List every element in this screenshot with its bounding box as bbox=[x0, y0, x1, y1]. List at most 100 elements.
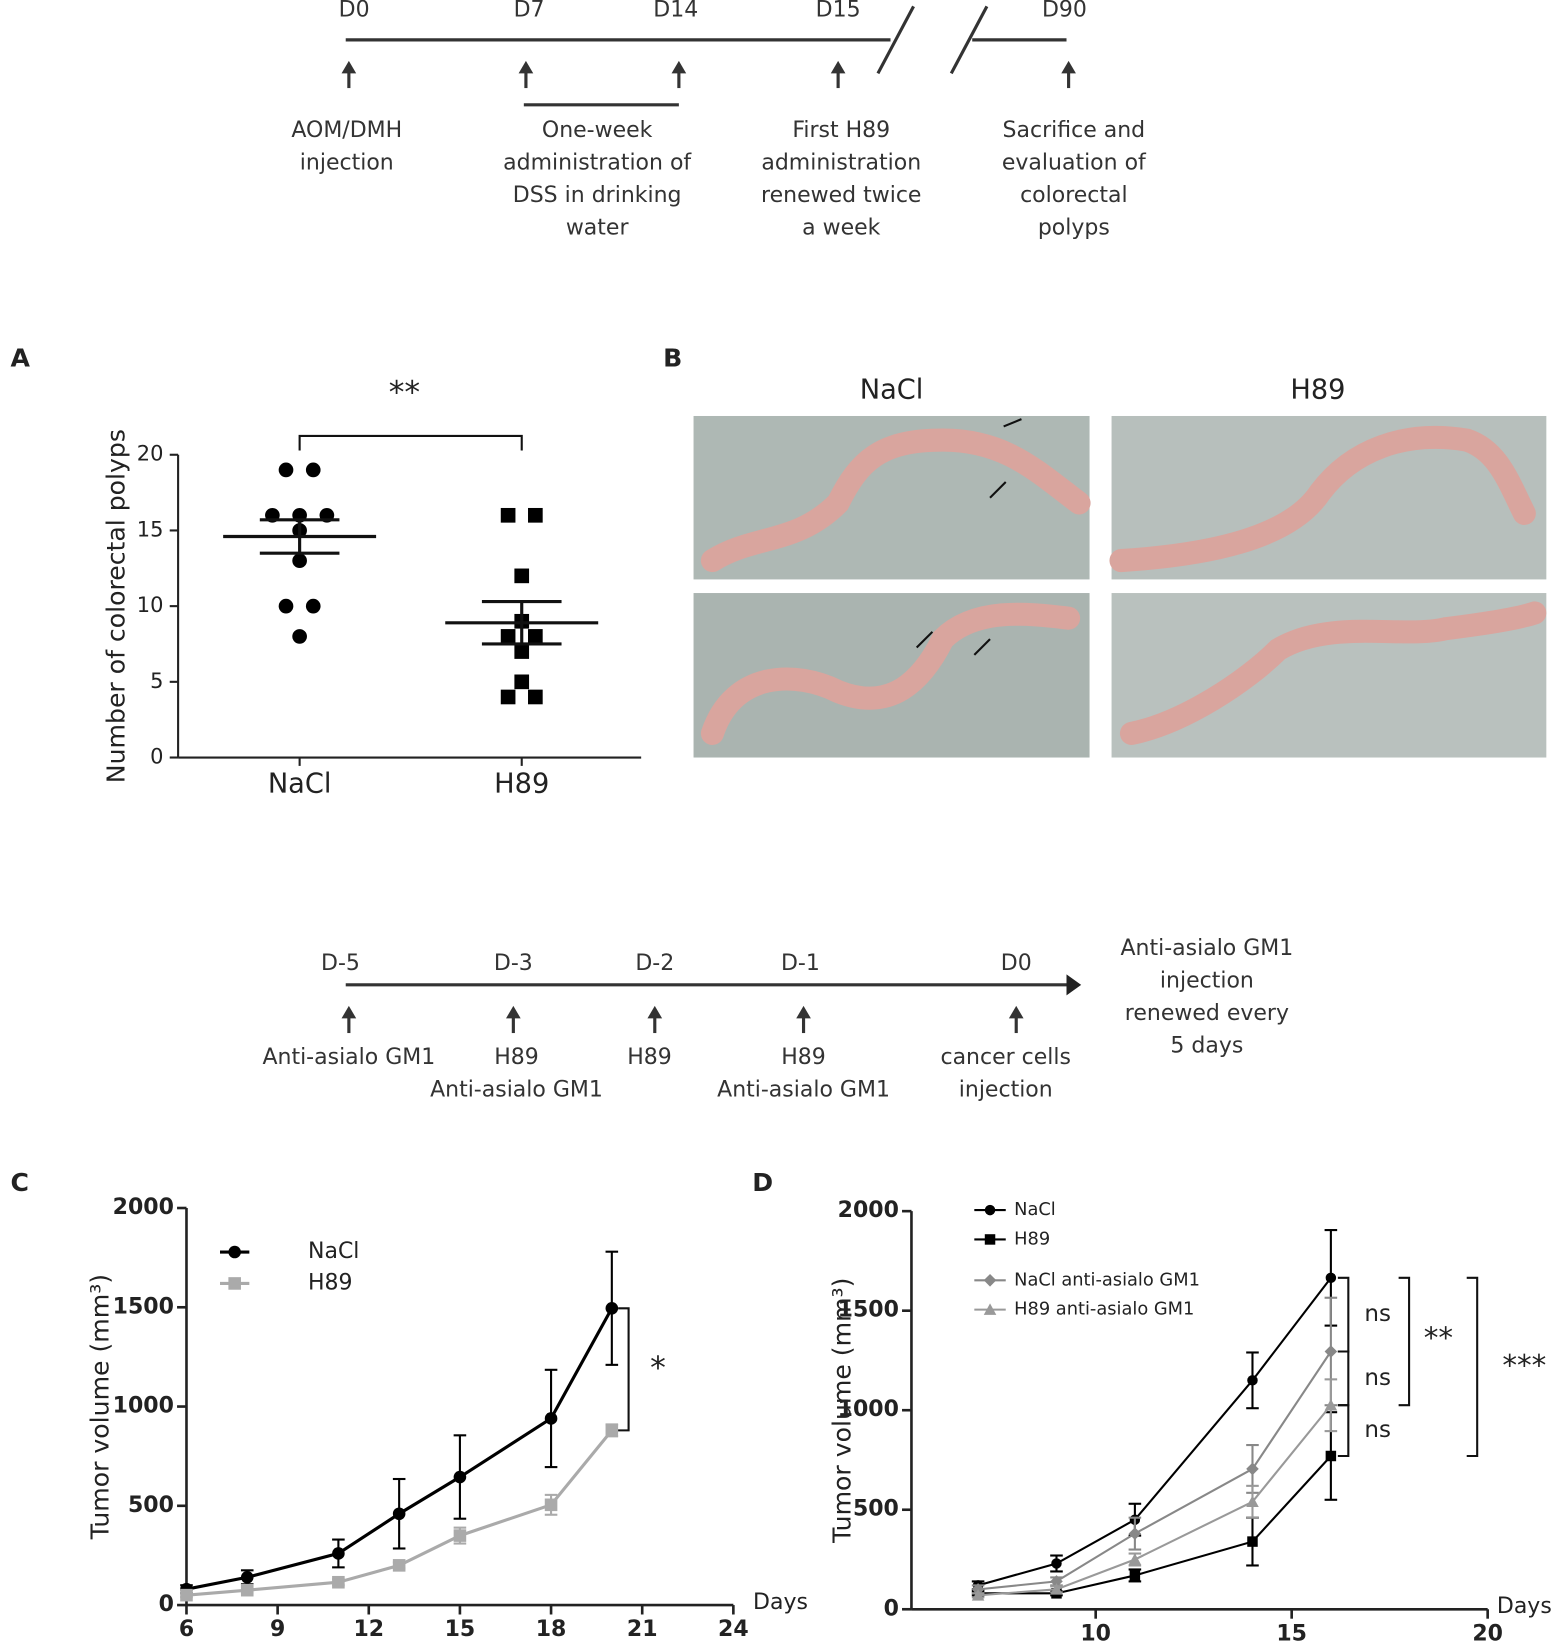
significance-bracket bbox=[298, 434, 523, 451]
x-tick-label: 20 bbox=[1472, 1621, 1503, 1646]
y-tick-label: 5 bbox=[150, 669, 163, 693]
point bbox=[514, 674, 530, 690]
point bbox=[332, 1547, 345, 1560]
legend-marker bbox=[984, 1234, 996, 1245]
point bbox=[392, 1559, 406, 1572]
timeline-note: Anti-asialo GM1 bbox=[430, 1078, 603, 1103]
legend-label: NaCl bbox=[308, 1239, 359, 1264]
legend-marker bbox=[228, 1245, 241, 1259]
timeline-note: Anti-asialo GM1 bbox=[717, 1078, 890, 1103]
timeline-note: Anti-asialo GM1 bbox=[262, 1045, 435, 1070]
day-label: D-1 bbox=[781, 951, 820, 976]
day-label: D-2 bbox=[635, 951, 674, 976]
timeline-note: injection bbox=[959, 1078, 1053, 1103]
point bbox=[240, 1583, 254, 1597]
day-label: D15 bbox=[816, 0, 861, 23]
point bbox=[305, 462, 321, 478]
x-axis-label: Days bbox=[1497, 1594, 1552, 1619]
legend-label: H89 bbox=[308, 1270, 353, 1295]
y-tick-label: 1000 bbox=[113, 1394, 174, 1419]
arrow-head bbox=[506, 1005, 521, 1019]
y-tick-label: 2000 bbox=[113, 1195, 174, 1220]
panel-letter: A bbox=[10, 343, 30, 372]
y-tick-label: 20 bbox=[137, 442, 164, 466]
series-line bbox=[978, 1404, 1332, 1597]
timeline-note: H89 bbox=[781, 1045, 826, 1070]
legend-marker bbox=[983, 1303, 997, 1315]
timeline-note: H89 bbox=[494, 1045, 539, 1070]
timeline-note: One-week bbox=[542, 118, 653, 143]
x-tick-label: 6 bbox=[179, 1617, 194, 1642]
legend-label: H89 bbox=[1014, 1228, 1050, 1249]
y-tick-label: 500 bbox=[128, 1493, 174, 1518]
point bbox=[305, 598, 321, 614]
point bbox=[971, 1589, 985, 1601]
timeline-note: water bbox=[566, 215, 630, 240]
point bbox=[528, 507, 543, 523]
x-tick-label: 21 bbox=[627, 1617, 658, 1642]
y-axis-label: Tumor volume (mm³) bbox=[827, 1278, 856, 1544]
photo-title: H89 bbox=[1290, 374, 1345, 405]
timeline-note: administration of bbox=[503, 151, 692, 176]
timeline-note: administration bbox=[761, 151, 921, 176]
arrow-head bbox=[796, 1005, 811, 1019]
timeline-note: Anti-asialo GM1 bbox=[1120, 936, 1293, 961]
point bbox=[1051, 1558, 1062, 1569]
photos bbox=[693, 415, 1547, 758]
legend-label: H89 anti-asialo GM1 bbox=[1014, 1299, 1194, 1320]
point bbox=[1325, 1272, 1337, 1284]
point bbox=[544, 1498, 558, 1512]
legend-marker bbox=[983, 1274, 997, 1287]
timeline-note: renewed twice bbox=[761, 183, 921, 208]
significance-label: *** bbox=[1502, 1348, 1546, 1382]
x-tick-label: 10 bbox=[1080, 1621, 1111, 1646]
significance-label: ns bbox=[1364, 1417, 1391, 1443]
timeline-note: cancer cells bbox=[940, 1045, 1071, 1070]
point bbox=[392, 1507, 406, 1521]
legend-label: NaCl anti-asialo GM1 bbox=[1014, 1269, 1200, 1290]
x-tick-label: 15 bbox=[445, 1617, 476, 1642]
arrow-head bbox=[671, 60, 687, 74]
point bbox=[292, 553, 307, 569]
point bbox=[453, 1470, 467, 1484]
significance-bracket bbox=[1466, 1276, 1479, 1458]
point bbox=[1050, 1583, 1063, 1595]
significance-bracket bbox=[618, 1307, 630, 1432]
day-label: D-5 bbox=[321, 951, 360, 976]
day-label: D0 bbox=[1001, 951, 1032, 976]
timeline-note: colorectal bbox=[1020, 183, 1128, 208]
timeline-note: injection bbox=[1160, 969, 1254, 994]
significance-bracket bbox=[1337, 1350, 1350, 1407]
point bbox=[1129, 1570, 1141, 1581]
legend-marker bbox=[228, 1277, 241, 1290]
point bbox=[1050, 1575, 1063, 1588]
x-tick-label: H89 bbox=[494, 768, 549, 799]
significance-bracket bbox=[1398, 1276, 1411, 1407]
y-axis-label: Number of colorectal polyps bbox=[101, 429, 130, 783]
y-tick-label: 0 bbox=[884, 1596, 899, 1621]
arrow-head bbox=[1008, 1005, 1024, 1019]
arrow-head bbox=[1061, 60, 1076, 74]
point bbox=[453, 1529, 467, 1542]
legend-label: NaCl bbox=[1014, 1199, 1056, 1220]
x-tick-label: NaCl bbox=[268, 768, 332, 799]
photo-title: NaCl bbox=[860, 374, 924, 405]
significance-bracket bbox=[1337, 1404, 1350, 1458]
significance-label: ** bbox=[1424, 1321, 1453, 1355]
x-tick-label: 12 bbox=[353, 1617, 384, 1642]
significance-label: ns bbox=[1364, 1365, 1391, 1391]
y-tick-label: 1000 bbox=[838, 1397, 899, 1422]
point bbox=[1128, 1553, 1142, 1565]
significance-label: * bbox=[650, 1350, 666, 1386]
series-line bbox=[978, 1455, 1332, 1595]
point bbox=[528, 629, 543, 644]
y-tick-label: 15 bbox=[137, 517, 164, 541]
timeline-1-art bbox=[345, 5, 1067, 107]
timeline-note: polyps bbox=[1038, 215, 1110, 240]
point bbox=[278, 462, 294, 478]
point bbox=[1246, 1462, 1259, 1476]
timeline-note: AOM/DMH bbox=[291, 118, 402, 143]
timeline-note: renewed every bbox=[1125, 1001, 1289, 1026]
